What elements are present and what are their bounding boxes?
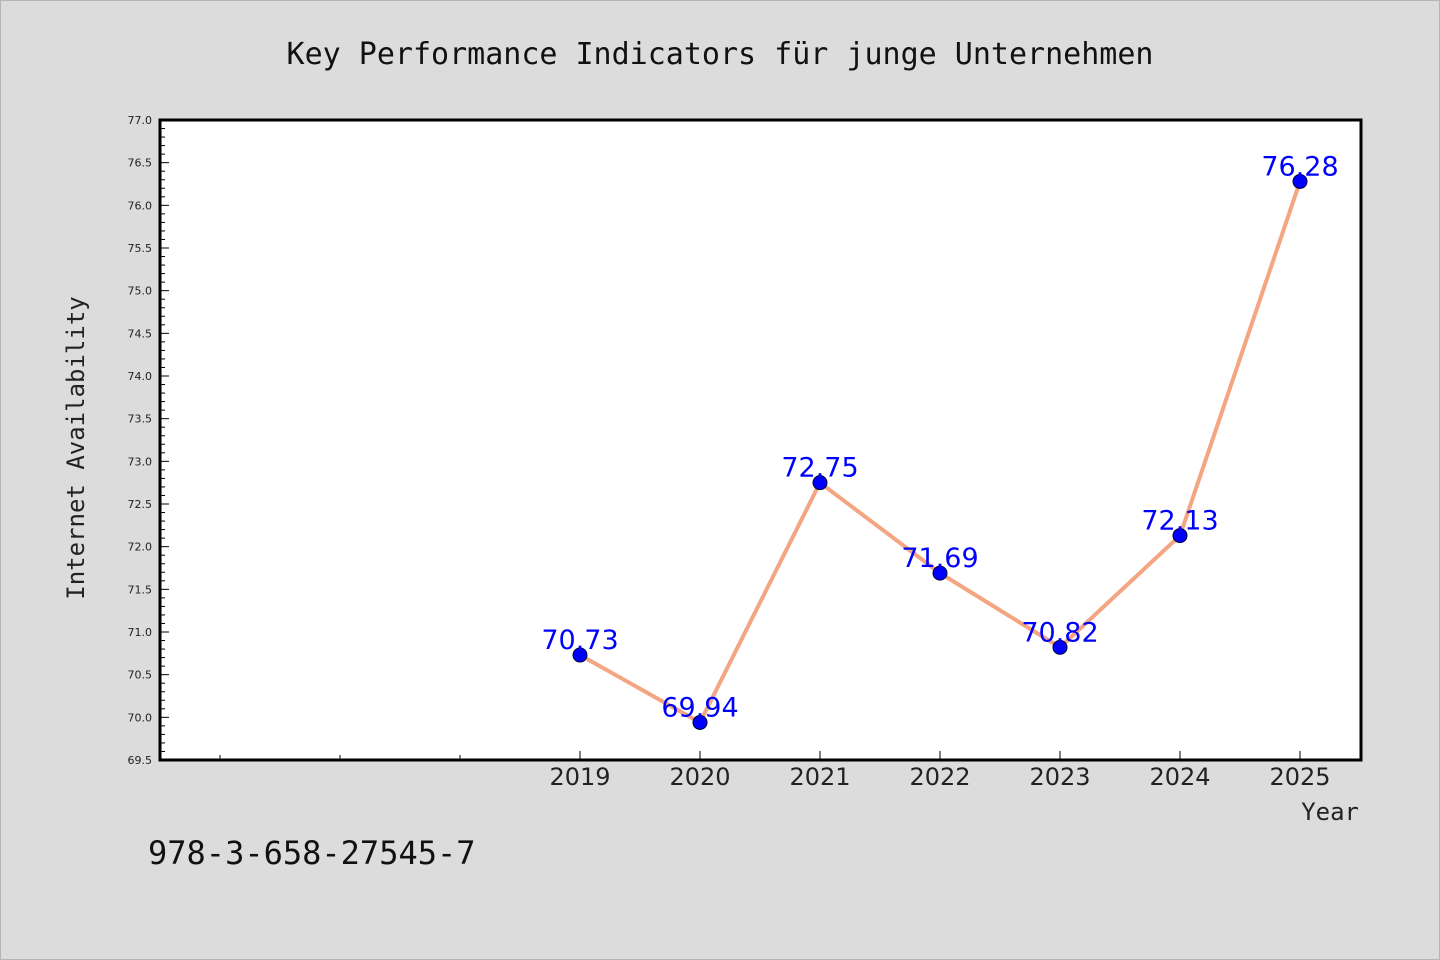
x-axis: 2019 2020 2021 2022 2023 2024 2025 <box>219 751 1331 791</box>
y-tick-label: 76.0 <box>128 199 153 212</box>
data-point <box>1292 173 1308 189</box>
series-group: 70.73 69.94 72.75 71.69 70.82 72.13 76.28 <box>541 151 1339 730</box>
data-label: 72.75 <box>781 453 858 484</box>
y-tick-label: 72.5 <box>128 498 153 511</box>
y-tick-label: 73.5 <box>128 413 153 426</box>
y-tick-label: 71.0 <box>128 626 153 639</box>
data-label: 70.73 <box>541 625 618 656</box>
x-axis-label: Year <box>1301 798 1359 826</box>
plot-area <box>158 118 1363 762</box>
y-tick-label: 74.0 <box>128 370 153 383</box>
x-tick-label: 2025 <box>1269 763 1330 791</box>
x-tick-label: 2024 <box>1149 763 1210 791</box>
x-tick-label: 2019 <box>549 763 610 791</box>
y-axis: 69.5 70.0 70.5 71.0 71.5 72.0 72.5 73.0 73.5 74.0… <box>128 114 169 767</box>
x-tick-label: 2020 <box>669 763 730 791</box>
y-axis-label: Internet Availability <box>62 296 90 599</box>
data-label: 71.69 <box>901 543 978 574</box>
y-tick-label: 76.5 <box>128 157 153 170</box>
data-label: 72.13 <box>1141 506 1218 537</box>
data-point <box>932 565 948 581</box>
data-point <box>812 475 828 491</box>
y-tick-label: 74.5 <box>128 327 153 340</box>
y-tick-label: 70.5 <box>128 669 153 682</box>
x-tick-label: 2021 <box>789 763 850 791</box>
y-tick-label: 73.0 <box>128 455 153 468</box>
data-point <box>1172 528 1188 544</box>
y-tick-label: 70.0 <box>128 711 153 724</box>
data-point <box>1052 639 1068 655</box>
x-tick-label: 2023 <box>1029 763 1090 791</box>
y-tick-label: 71.5 <box>128 583 153 596</box>
y-tick-label: 75.5 <box>128 242 153 255</box>
y-tick-label: 77.0 <box>128 114 153 127</box>
chart-title: Key Performance Indicators für junge Unt… <box>287 37 1154 72</box>
data-point <box>572 647 588 663</box>
isbn-code: 978-3-658-27545-7 <box>148 834 476 872</box>
y-tick-label: 69.5 <box>128 754 153 767</box>
data-label: 76.28 <box>1261 151 1338 182</box>
data-point <box>692 714 708 730</box>
y-tick-label: 75.0 <box>128 285 153 298</box>
data-label: 70.82 <box>1021 617 1098 648</box>
y-tick-label: 72.0 <box>128 541 153 554</box>
x-tick-label: 2022 <box>909 763 970 791</box>
data-label: 69.94 <box>661 692 738 723</box>
